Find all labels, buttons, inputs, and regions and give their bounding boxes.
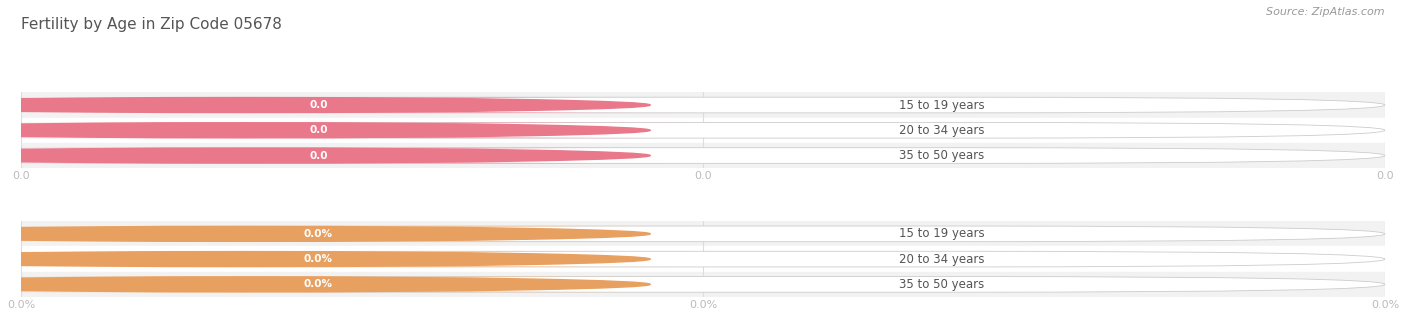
FancyBboxPatch shape — [21, 122, 1385, 138]
Bar — [21, 92, 1385, 118]
Circle shape — [0, 226, 650, 241]
Text: 0.0: 0.0 — [309, 150, 328, 161]
Bar — [21, 118, 1385, 143]
FancyBboxPatch shape — [21, 277, 1385, 292]
FancyBboxPatch shape — [0, 226, 693, 242]
FancyBboxPatch shape — [0, 97, 693, 113]
Circle shape — [0, 148, 650, 163]
Text: 0.0%: 0.0% — [304, 280, 333, 289]
Circle shape — [0, 97, 650, 113]
Bar — [21, 221, 1385, 247]
FancyBboxPatch shape — [0, 251, 693, 267]
FancyBboxPatch shape — [0, 122, 693, 138]
FancyBboxPatch shape — [21, 251, 1385, 267]
Text: 35 to 50 years: 35 to 50 years — [898, 278, 984, 291]
Text: Source: ZipAtlas.com: Source: ZipAtlas.com — [1267, 7, 1385, 16]
FancyBboxPatch shape — [21, 97, 1385, 113]
Text: 15 to 19 years: 15 to 19 years — [898, 99, 984, 112]
FancyBboxPatch shape — [0, 277, 693, 292]
FancyBboxPatch shape — [21, 148, 1385, 163]
Circle shape — [0, 277, 650, 292]
Text: 20 to 34 years: 20 to 34 years — [898, 124, 984, 137]
Text: 0.0: 0.0 — [309, 125, 328, 135]
FancyBboxPatch shape — [21, 226, 1385, 242]
Text: 20 to 34 years: 20 to 34 years — [898, 252, 984, 266]
Text: Fertility by Age in Zip Code 05678: Fertility by Age in Zip Code 05678 — [21, 16, 283, 31]
Text: 35 to 50 years: 35 to 50 years — [898, 149, 984, 162]
Text: 0.0%: 0.0% — [304, 229, 333, 239]
Circle shape — [0, 251, 650, 267]
Bar — [21, 247, 1385, 272]
Text: 0.0: 0.0 — [309, 100, 328, 110]
Text: 15 to 19 years: 15 to 19 years — [898, 227, 984, 240]
Bar — [21, 272, 1385, 297]
Circle shape — [0, 123, 650, 138]
Bar — [21, 143, 1385, 168]
FancyBboxPatch shape — [0, 148, 693, 163]
Text: 0.0%: 0.0% — [304, 254, 333, 264]
